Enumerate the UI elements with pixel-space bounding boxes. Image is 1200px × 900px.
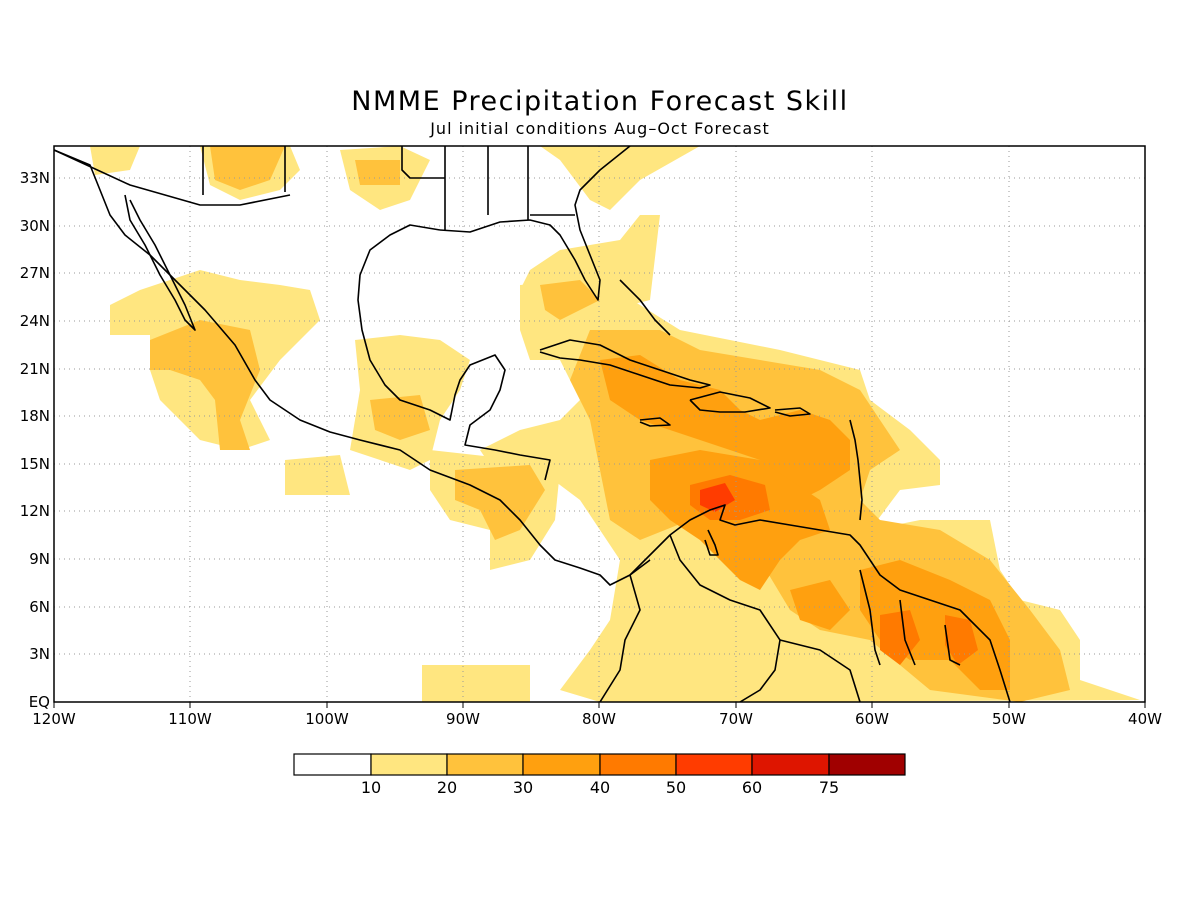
lat-label: 21N <box>20 360 50 378</box>
lon-label: 80W <box>582 710 616 728</box>
colorbar-label: 20 <box>437 778 457 797</box>
lon-label: 40W <box>1128 710 1162 728</box>
coastlines <box>54 146 1011 702</box>
lat-label: 18N <box>20 407 50 425</box>
colorbar-swatch <box>828 753 906 776</box>
map-subtitle: Jul initial conditions Aug–Oct Forecast <box>430 119 770 138</box>
colorbar-swatch <box>293 753 372 776</box>
colorbar-label: 30 <box>513 778 533 797</box>
grid-lines <box>54 146 1145 702</box>
colorbar-label: 75 <box>819 778 839 797</box>
lon-label: 90W <box>446 710 480 728</box>
tick-marks <box>53 702 1146 708</box>
skill-shading <box>90 146 1140 702</box>
lat-label: 30N <box>20 217 50 235</box>
lat-label: 24N <box>20 312 50 330</box>
colorbar-swatch <box>446 753 524 776</box>
colorbar-swatch <box>370 753 448 776</box>
lon-label: 50W <box>992 710 1026 728</box>
lat-label: 15N <box>20 455 50 473</box>
lat-label: 9N <box>29 550 50 568</box>
lat-label: 12N <box>20 502 50 520</box>
lon-label: 60W <box>855 710 889 728</box>
shading-50-60 <box>700 483 735 512</box>
lat-axis-labels: EQ 3N 6N 9N 12N 15N 18N 21N 24N 27N 30N … <box>20 169 50 711</box>
colorbar-swatch <box>675 753 753 776</box>
colorbar-label: 60 <box>742 778 762 797</box>
lat-label: 33N <box>20 169 50 187</box>
lon-axis-labels: 120W 110W 100W 90W 80W 70W 60W 50W 40W <box>32 710 1162 728</box>
lon-label: 100W <box>305 710 349 728</box>
colorbar-swatch <box>599 753 677 776</box>
lat-label: 6N <box>29 598 50 616</box>
lon-label: 70W <box>719 710 753 728</box>
colorbar-swatch <box>522 753 601 776</box>
colorbar-label: 40 <box>590 778 610 797</box>
lat-label: 27N <box>20 264 50 282</box>
lon-label: 110W <box>168 710 212 728</box>
lat-label: EQ <box>29 693 50 711</box>
colorbar-label: 50 <box>666 778 686 797</box>
colorbar-swatch <box>751 753 830 776</box>
lon-label: 120W <box>32 710 76 728</box>
lat-label: 3N <box>29 645 50 663</box>
colorbar-label: 10 <box>361 778 381 797</box>
colorbar: 10 20 30 40 50 60 75 <box>293 753 906 797</box>
map-title: NMME Precipitation Forecast Skill <box>351 86 849 117</box>
